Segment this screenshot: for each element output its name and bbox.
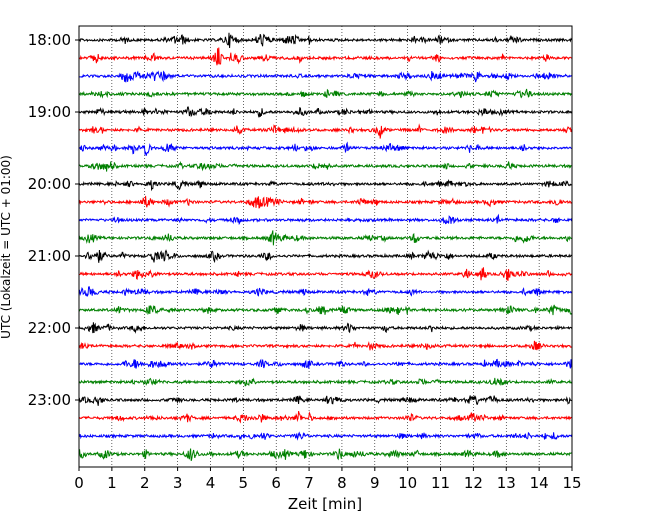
trace-line bbox=[78, 47, 572, 66]
plot-background bbox=[79, 26, 572, 467]
trace-line bbox=[78, 70, 572, 83]
x-tick-label: 7 bbox=[304, 474, 314, 492]
x-tick-label: 10 bbox=[398, 474, 417, 492]
x-tick-label: 11 bbox=[431, 474, 450, 492]
x-tick-label: 9 bbox=[370, 474, 380, 492]
y-axis-ticks: 18:00 19:00 20:00 21:00 22:00 23:00 bbox=[28, 31, 79, 409]
trace-line bbox=[78, 178, 572, 192]
seismogram-traces bbox=[78, 32, 573, 462]
trace-line bbox=[78, 267, 573, 281]
trace-line bbox=[78, 410, 572, 424]
trace-line bbox=[78, 160, 572, 172]
y-tick-label: 18:00 bbox=[28, 31, 71, 49]
trace-line bbox=[78, 322, 573, 334]
trace-line bbox=[78, 358, 573, 369]
y-tick-label: 21:00 bbox=[28, 247, 71, 265]
trace-line bbox=[78, 340, 572, 351]
trace-line bbox=[78, 213, 573, 226]
trace-line bbox=[78, 141, 572, 156]
trace-line bbox=[78, 230, 572, 246]
y-tick-label: 22:00 bbox=[28, 319, 71, 337]
x-tick-label: 3 bbox=[173, 474, 183, 492]
trace-line bbox=[78, 106, 573, 118]
y-tick-label: 20:00 bbox=[28, 175, 71, 193]
trace-line bbox=[78, 304, 573, 316]
x-tick-label: 14 bbox=[530, 474, 549, 492]
trace-line bbox=[78, 88, 573, 99]
trace-line bbox=[78, 448, 572, 462]
trace-line bbox=[78, 32, 573, 48]
plot-frame bbox=[78, 25, 573, 468]
trace-line bbox=[78, 123, 573, 139]
x-tick-label: 15 bbox=[562, 474, 581, 492]
trace-line bbox=[78, 249, 572, 264]
x-tick-label: 4 bbox=[206, 474, 216, 492]
x-axis-label: Zeit [min] bbox=[288, 495, 362, 513]
x-tick-label: 8 bbox=[337, 474, 347, 492]
x-tick-label: 6 bbox=[271, 474, 281, 492]
x-tick-label: 5 bbox=[239, 474, 249, 492]
x-tick-label: 13 bbox=[497, 474, 516, 492]
x-tick-label: 1 bbox=[107, 474, 117, 492]
trace-line bbox=[78, 286, 573, 298]
y-tick-label: 19:00 bbox=[28, 103, 71, 121]
y-axis-label: UTC (Lokalzeit = UTC + 01:00) bbox=[0, 155, 13, 339]
x-tick-label: 0 bbox=[74, 474, 84, 492]
trace-line bbox=[78, 431, 573, 441]
trace-line bbox=[78, 377, 573, 387]
x-axis-ticks: 0 1 2 3 4 5 6 7 8 9 10 11 12 13 14 15 bbox=[74, 467, 582, 492]
x-tick-label: 2 bbox=[140, 474, 150, 492]
x-tick-label: 12 bbox=[464, 474, 483, 492]
trace-line bbox=[78, 394, 572, 406]
y-tick-label: 23:00 bbox=[28, 391, 71, 409]
trace-line bbox=[78, 195, 572, 209]
